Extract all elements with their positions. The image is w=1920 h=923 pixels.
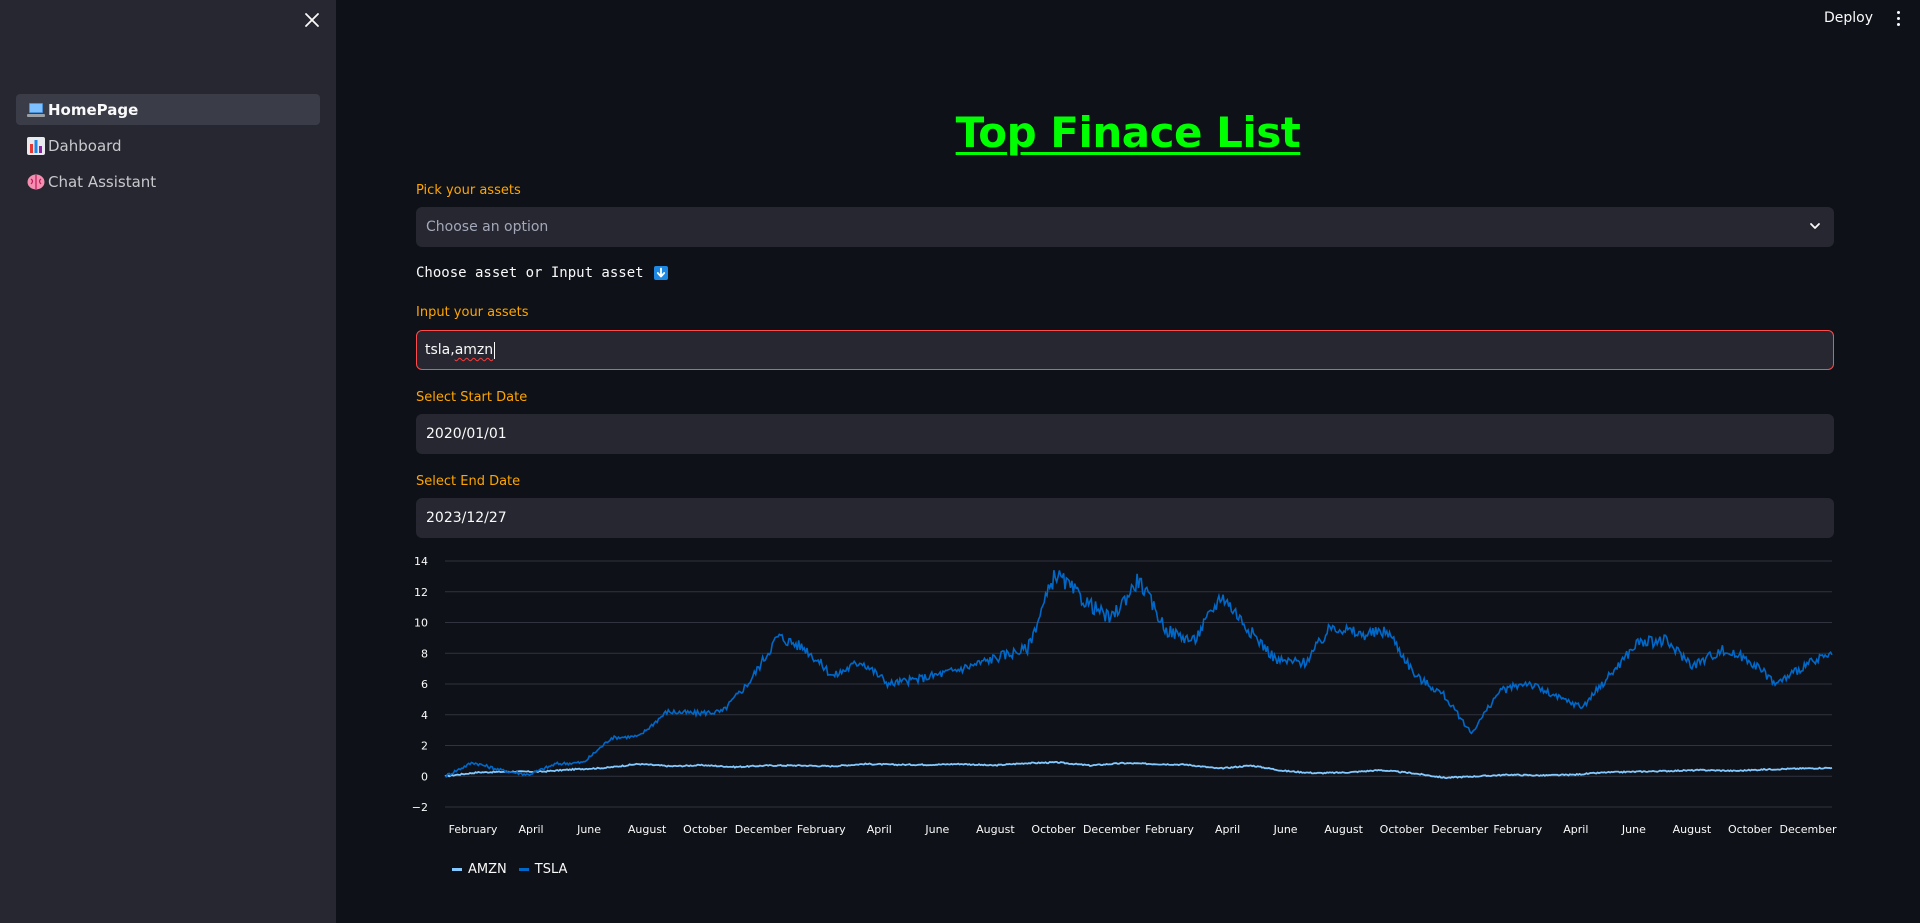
deploy-button[interactable]: Deploy [1824, 10, 1874, 26]
y-tick-label: 0 [421, 770, 428, 783]
legend-label-tsla: TSLA [534, 862, 568, 877]
x-tick-label: June [576, 823, 601, 836]
laptop-icon [26, 100, 46, 120]
x-tick-label: August [1673, 823, 1712, 836]
x-tick-label: December [735, 823, 793, 836]
sidebar: HomePage Dahboard Chat Assistant [0, 0, 336, 923]
input-value-b: amzn [454, 342, 494, 358]
chevron-down-icon [1810, 223, 1820, 229]
end-date-label: Select End Date [416, 474, 521, 489]
x-tick-label: October [683, 823, 727, 836]
more-vertical-icon-dot [1896, 22, 1900, 26]
hint-label: Choose asset or Input asset [416, 265, 644, 281]
sidebar-item-label: HomePage [48, 100, 139, 119]
sidebar-nav: HomePage Dahboard Chat Assistant [16, 94, 320, 202]
x-tick-label: April [518, 823, 543, 836]
y-tick-label: 14 [414, 555, 428, 568]
series-line-amzn [444, 761, 1833, 780]
page-title: Top Finace List [955, 108, 1301, 157]
x-tick-label: February [449, 823, 498, 836]
y-tick-label: 6 [421, 678, 428, 691]
brain-icon [26, 172, 46, 192]
legend-swatch-tsla [518, 868, 529, 871]
end-date-value: 2023/12/27 [426, 510, 507, 526]
x-tick-label: February [797, 823, 846, 836]
more-vertical-icon [1896, 10, 1900, 14]
x-tick-label: June [924, 823, 949, 836]
sidebar-item-homepage[interactable]: HomePage [16, 94, 320, 125]
legend-item-amzn[interactable]: AMZN [452, 862, 507, 877]
text-caret [494, 341, 496, 359]
down-arrow-icon [653, 266, 668, 280]
y-tick-label: 12 [414, 586, 428, 599]
y-tick-label: −2 [412, 801, 428, 814]
x-tick-label: April [1215, 823, 1240, 836]
x-tick-label: October [1380, 823, 1424, 836]
input-assets-label: Input your assets [416, 305, 529, 320]
more-vertical-icon-dot [1896, 16, 1900, 20]
start-date-value: 2020/01/01 [426, 426, 507, 442]
y-tick-label: 4 [421, 709, 428, 722]
end-date-input[interactable]: 2023/12/27 [416, 498, 1834, 538]
legend-item-tsla[interactable]: TSLA [518, 862, 568, 877]
x-tick-label: August [976, 823, 1015, 836]
bar-chart-icon [26, 136, 46, 156]
start-date-input[interactable]: 2020/01/01 [416, 414, 1834, 454]
y-tick-label: 8 [421, 647, 428, 660]
sidebar-item-label: Chat Assistant [48, 172, 157, 191]
x-tick-label: February [1145, 823, 1194, 836]
pick-assets-label: Pick your assets [416, 183, 521, 198]
x-tick-label: February [1493, 823, 1542, 836]
x-tick-label: December [1083, 823, 1141, 836]
main-menu-button[interactable] [1890, 8, 1906, 28]
input-value-a: tsla, [425, 342, 455, 358]
x-tick-label: October [1728, 823, 1772, 836]
x-tick-label: April [867, 823, 892, 836]
sidebar-item-dashboard[interactable]: Dahboard [16, 130, 320, 161]
legend-swatch-amzn [452, 868, 462, 871]
close-sidebar-button[interactable] [300, 8, 324, 32]
hint-text: Choose asset or Input asset [416, 265, 668, 281]
chart-legend: AMZN TSLA [452, 862, 567, 877]
sidebar-item-label: Dahboard [48, 136, 122, 155]
x-tick-label: June [1621, 823, 1646, 836]
start-date-label: Select Start Date [416, 390, 528, 405]
select-placeholder: Choose an option [426, 219, 549, 235]
sidebar-item-chat-assistant[interactable]: Chat Assistant [16, 166, 320, 197]
x-tick-label: April [1563, 823, 1588, 836]
close-icon [305, 13, 319, 27]
x-tick-label: August [1324, 823, 1363, 836]
pick-assets-select[interactable]: Choose an option [416, 207, 1834, 247]
input-assets-field[interactable]: tsla, amzn [416, 330, 1834, 370]
x-tick-label: June [1273, 823, 1298, 836]
x-tick-label: December [1779, 823, 1837, 836]
legend-label-amzn: AMZN [468, 862, 507, 877]
y-tick-label: 2 [421, 740, 428, 753]
y-tick-label: 10 [414, 617, 428, 630]
x-tick-label: December [1431, 823, 1489, 836]
x-tick-label: October [1031, 823, 1075, 836]
x-tick-label: August [628, 823, 667, 836]
series-line-tsla [444, 570, 1833, 778]
